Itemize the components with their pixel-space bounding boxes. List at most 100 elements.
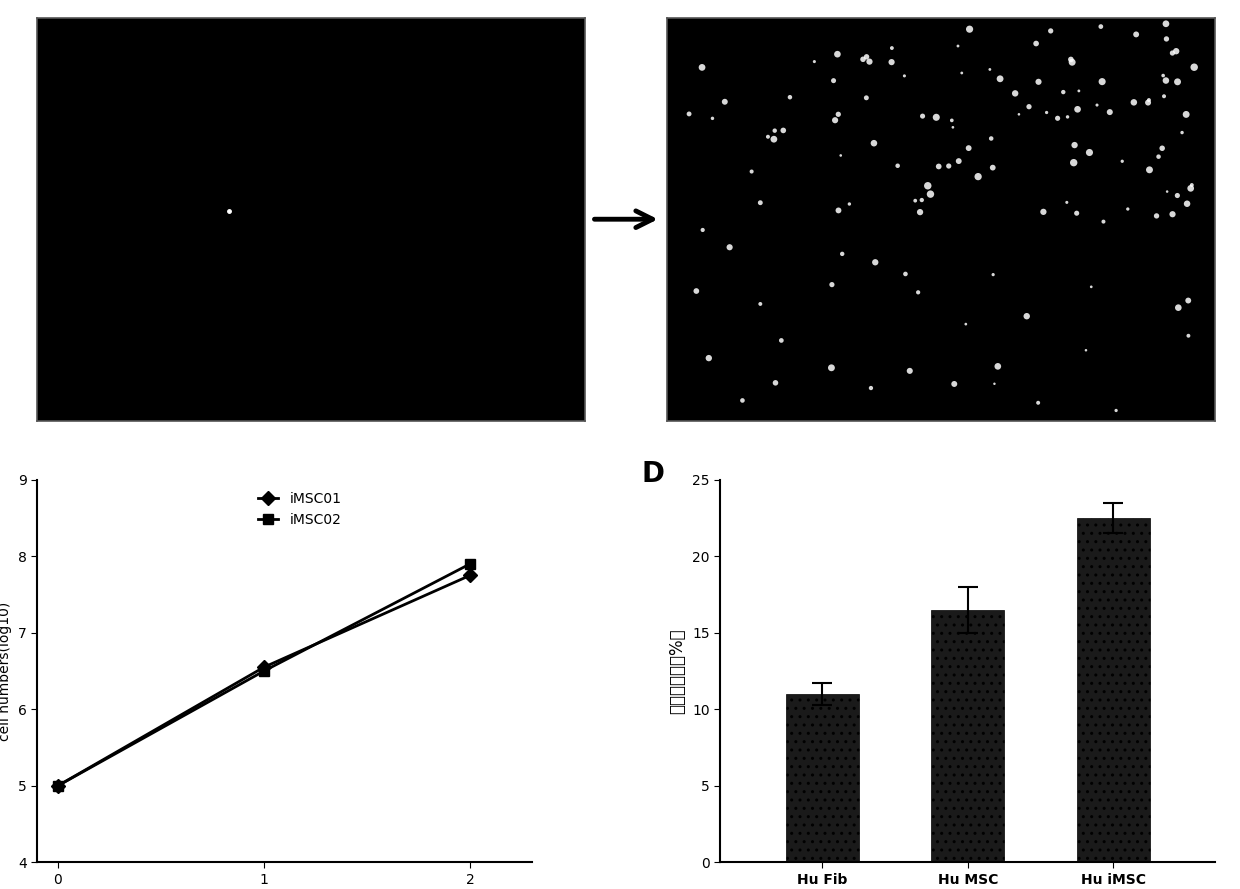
Point [968,170,988,184]
Point [1029,75,1049,89]
Point [715,94,735,108]
Point [750,297,770,311]
Point [991,72,1011,86]
Point [1080,146,1100,160]
Point [1123,95,1143,109]
Point [1006,86,1025,100]
Point [1027,36,1047,51]
Point [939,159,959,173]
Point [765,124,785,138]
Point [1177,196,1197,211]
Point [1092,75,1112,89]
Bar [1076,518,1149,862]
Point [1140,93,1159,108]
Point [1028,396,1048,410]
Point [1168,75,1188,89]
Point [692,60,712,75]
Point [780,90,800,104]
iMSC01 [257,661,272,672]
Point [913,109,932,124]
Point [861,380,880,395]
Y-axis label: 克隆形成率（%）: 克隆形成率（%） [668,629,687,714]
Point [1156,74,1176,88]
Point [1064,156,1084,170]
Point [1178,329,1198,343]
Point [949,39,968,53]
Point [1106,404,1126,418]
Point [1157,184,1177,198]
Point [823,74,843,88]
Point [1126,28,1146,42]
Point [1156,17,1176,31]
Point [983,161,1003,175]
Point [1087,98,1107,112]
Point [857,50,877,64]
Point [1066,206,1086,220]
Point [1162,46,1182,60]
Point [895,267,915,281]
Point [758,130,777,144]
Point [1069,84,1089,98]
Point [1152,141,1172,156]
Point [1037,106,1056,120]
Point [949,154,968,168]
Point [1138,95,1158,109]
Point [771,333,791,348]
Point [1065,138,1085,152]
Point [905,194,925,208]
Point [918,179,937,193]
Point [985,377,1004,391]
Point [1172,125,1192,140]
Point [864,136,884,150]
Point [1068,102,1087,116]
Point [1091,20,1111,34]
Point [1180,181,1200,196]
iMSC02 [463,558,477,569]
iMSC01 [463,570,477,581]
Y-axis label: cell numbers(log10): cell numbers(log10) [0,601,12,741]
Point [1177,108,1197,122]
Point [857,91,877,105]
Point [942,120,962,134]
Point [859,54,879,68]
Point [956,317,976,332]
Point [805,54,825,68]
Bar [786,694,858,862]
Point [750,196,770,210]
Point [1167,44,1187,59]
Point [1017,309,1037,324]
Point [1100,105,1120,119]
Point [1061,52,1081,67]
Point [942,113,962,127]
Point [920,187,940,201]
Point [1153,68,1173,83]
Point [882,41,901,55]
Point [765,376,785,390]
Point [1157,32,1177,46]
Point [822,277,842,292]
Point [988,359,1008,373]
Point [1167,188,1187,203]
Point [699,351,719,365]
Point [911,193,931,207]
Line: iMSC01: iMSC01 [53,571,475,790]
Point [1058,109,1078,124]
Point [1178,293,1198,308]
Point [693,223,713,237]
Point [980,62,999,76]
Point [1118,202,1138,216]
Point [1154,89,1174,103]
Point [1184,60,1204,75]
Point [1182,178,1202,192]
iMSC01 [51,781,66,791]
Point [945,377,965,391]
Point [1076,343,1096,357]
Point [983,268,1003,282]
Point [853,52,873,67]
Point [764,132,784,147]
Point [882,55,901,69]
Point [1048,111,1068,125]
Text: D: D [641,461,665,488]
Point [926,110,946,124]
Bar [931,610,1004,862]
